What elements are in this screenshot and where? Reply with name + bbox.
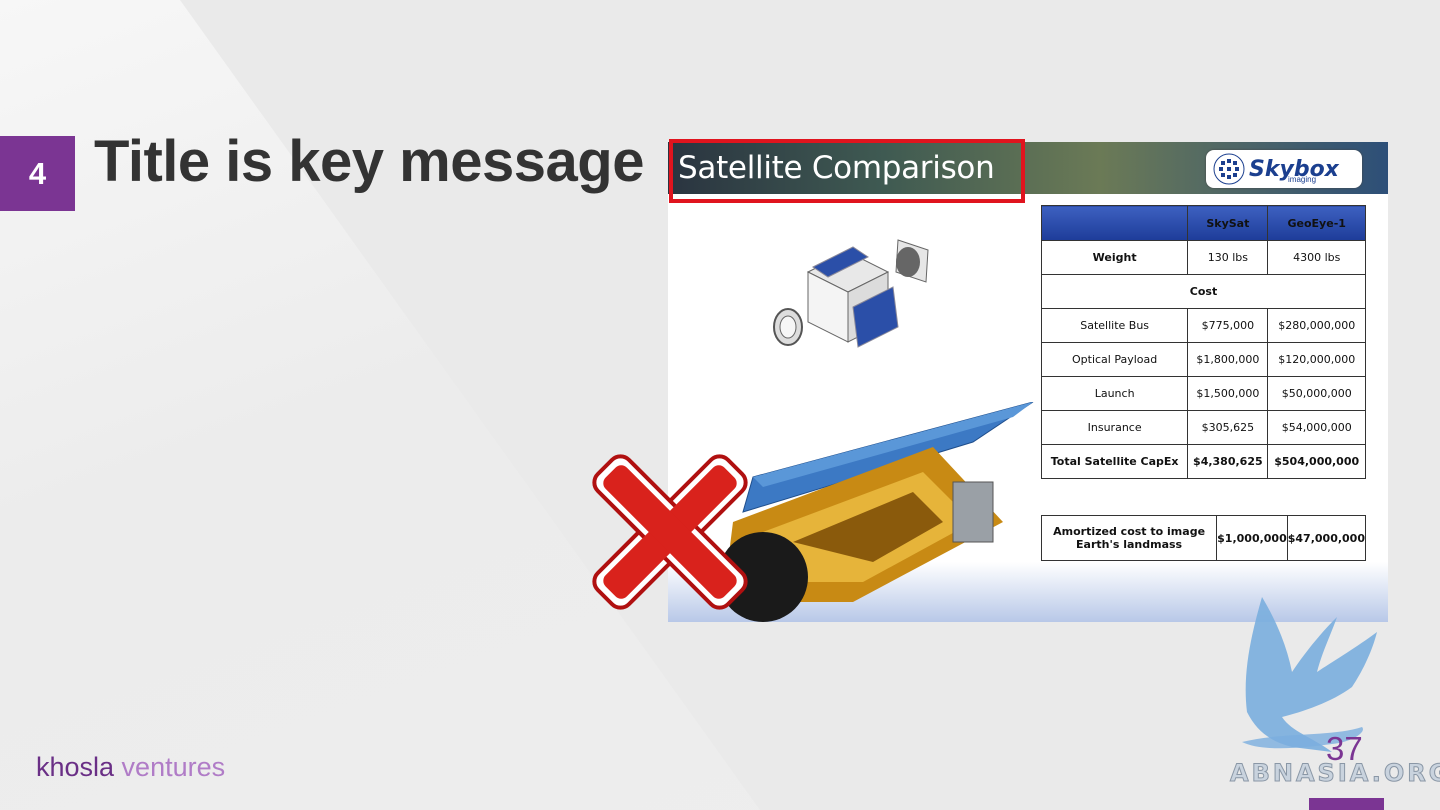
table-row: Insurance $305,625 $54,000,000 <box>1040 410 1366 445</box>
slide-title: Satellite Comparison <box>678 150 995 186</box>
table-row: Satellite Bus $775,000 $280,000,000 <box>1040 308 1366 343</box>
slide-image: Satellite Comparison Skybox imaging <box>668 142 1388 622</box>
table-cell: $305,625 <box>1187 410 1269 445</box>
table-header-cell: SkySat <box>1187 205 1269 241</box>
table-row: Total Satellite CapEx $4,380,625 $504,00… <box>1040 444 1366 479</box>
table-cell: $120,000,000 <box>1267 342 1366 377</box>
table-cell: $50,000,000 <box>1267 376 1366 411</box>
table-cell: 130 lbs <box>1187 240 1269 275</box>
page-title: Title is key message <box>94 129 644 194</box>
skybox-mark-icon <box>1213 153 1245 185</box>
table-cell: Satellite Bus <box>1040 308 1189 343</box>
amortized-table: Amortized cost to image Earth's landmass… <box>1040 515 1367 561</box>
purple-tab <box>1309 798 1384 810</box>
section-badge: 4 <box>0 136 75 211</box>
table-cell: $1,800,000 <box>1187 342 1269 377</box>
table-cell: Total Satellite CapEx <box>1040 444 1189 479</box>
table-cell: Cost <box>1041 274 1366 309</box>
table-cell: $54,000,000 <box>1267 410 1366 445</box>
watermark-text: ABNASIA.ORG <box>1229 759 1440 788</box>
skybox-logo-sub: imaging <box>1288 175 1317 184</box>
logo-brand-2: ventures <box>114 752 226 782</box>
table-cell: $280,000,000 <box>1267 308 1366 343</box>
table-cell: Amortized cost to image Earth's landmass <box>1040 515 1218 561</box>
section-number: 4 <box>28 155 47 191</box>
slide-header: Satellite Comparison Skybox imaging <box>668 142 1388 194</box>
table-row: Weight 130 lbs 4300 lbs <box>1040 240 1366 275</box>
page-number: 37 <box>1326 730 1363 767</box>
table-cell: Insurance <box>1040 410 1189 445</box>
table-cell: $4,380,625 <box>1187 444 1269 479</box>
table-header-row: SkySat GeoEye-1 <box>1040 205 1366 241</box>
table-row: Amortized cost to image Earth's landmass… <box>1040 515 1367 561</box>
table-cell: $47,000,000 <box>1286 515 1367 561</box>
griffin-watermark-icon <box>1242 597 1377 752</box>
khosla-ventures-logo: khosla ventures <box>36 752 225 783</box>
skysat-illustration <box>773 239 929 348</box>
table-cell: $504,000,000 <box>1267 444 1366 479</box>
geoeye-illustration <box>723 402 1034 622</box>
table-cell: $1,500,000 <box>1187 376 1269 411</box>
table-cell: Optical Payload <box>1040 342 1189 377</box>
table-row: Cost <box>1041 274 1366 309</box>
table-cell: 4300 lbs <box>1267 240 1366 275</box>
table-cell: $1,000,000 <box>1216 515 1288 561</box>
skybox-logo-text: Skybox <box>1249 156 1339 182</box>
table-row: Launch $1,500,000 $50,000,000 <box>1040 376 1366 411</box>
title-highlight-box <box>669 139 1025 203</box>
table-row: Optical Payload $1,800,000 $120,000,000 <box>1040 342 1366 377</box>
table-cell: Launch <box>1040 376 1189 411</box>
table-cell: Weight <box>1040 240 1189 275</box>
skybox-logo: Skybox imaging <box>1206 150 1362 188</box>
logo-brand-1: khosla <box>36 752 115 782</box>
comparison-table: SkySat GeoEye-1 Weight 130 lbs 4300 lbs … <box>1040 205 1366 479</box>
x-mark-icon <box>592 454 748 610</box>
table-header-cell: GeoEye-1 <box>1267 205 1366 241</box>
table-cell: $775,000 <box>1187 308 1269 343</box>
table-header-cell <box>1040 205 1189 241</box>
